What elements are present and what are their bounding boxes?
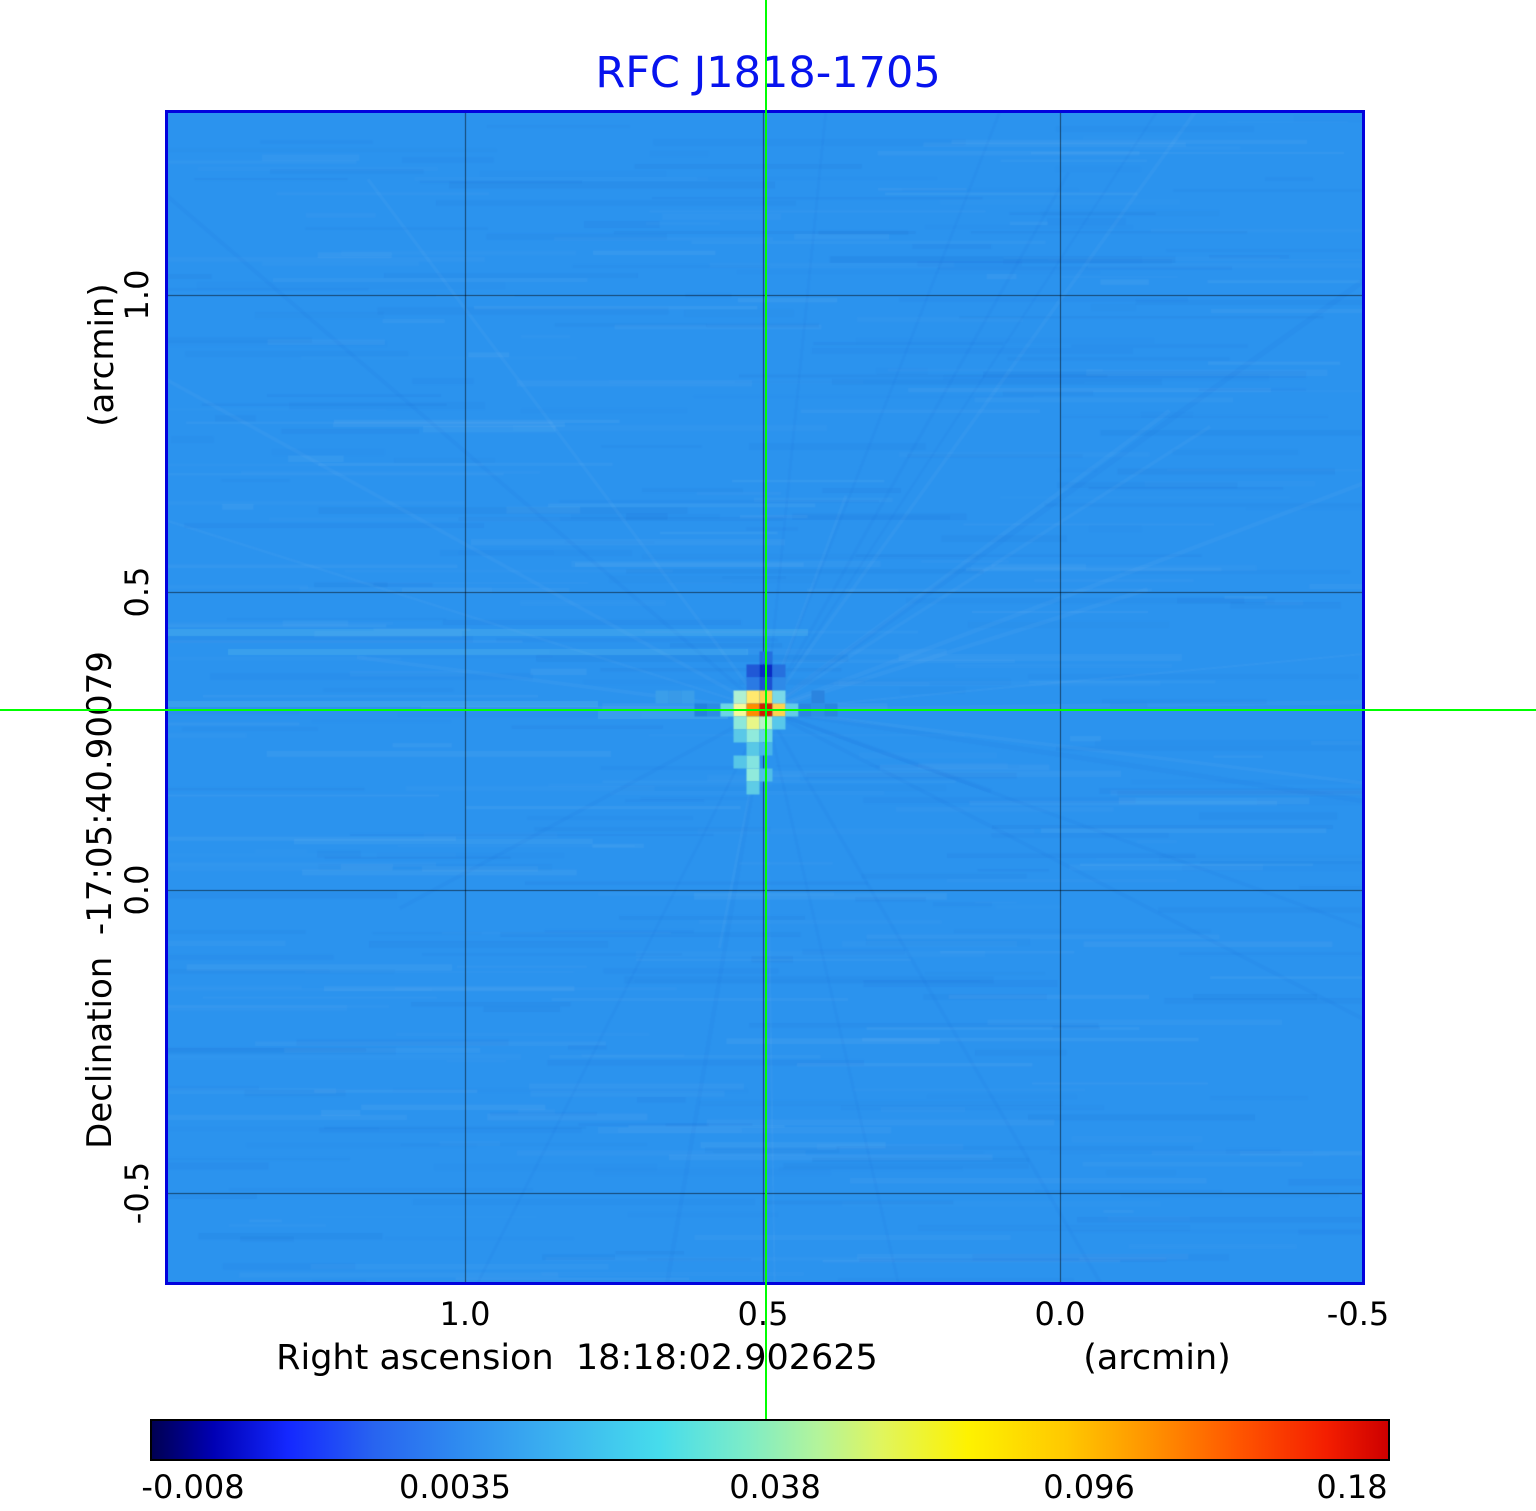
colorbar [150,1419,1390,1461]
page-title: RFC J1818-1705 [595,48,941,98]
x-tick-label: 1.0 [439,1295,491,1333]
y-tick-label: 1.0 [118,269,156,321]
colorbar-tick-label: 0.0035 [399,1468,511,1506]
y-axis-unit-label: (arcmin) [82,283,122,427]
x-tick-label: -0.5 [1326,1295,1390,1333]
crosshair-horizontal-line [0,709,1536,711]
colorbar-tick-label: -0.008 [141,1468,245,1506]
y-tick-label: 0.5 [118,566,156,618]
x-tick-label: 0.5 [737,1295,789,1333]
colorbar-tick-label: 0.096 [1043,1468,1135,1506]
y-axis-label: Declination -17:05:40.90079 [80,651,120,1149]
x-axis-label: Right ascension 18:18:02.902625 [276,1338,878,1378]
y-tick-label: -0.5 [118,1161,156,1225]
x-axis-unit-label: (arcmin) [1083,1338,1231,1378]
x-tick-label: 0.0 [1034,1295,1086,1333]
colorbar-tick-label: 0.18 [1316,1468,1388,1506]
y-tick-label: 0.0 [118,864,156,916]
colorbar-tick-label: 0.038 [729,1468,821,1506]
